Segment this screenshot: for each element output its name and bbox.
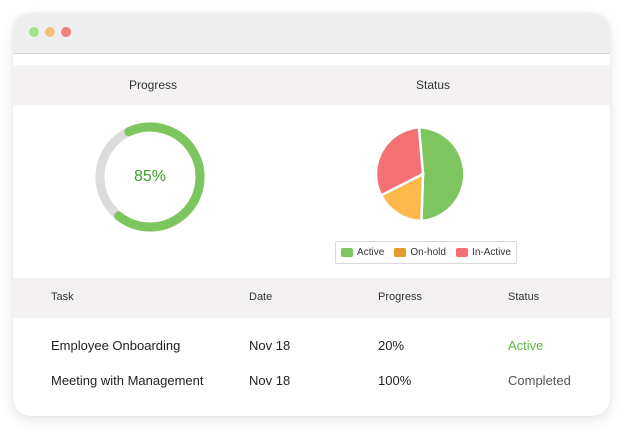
legend-swatch-active [341,248,354,257]
progress-ring-value: 85% [133,168,167,185]
minimize-button[interactable] [45,27,55,37]
maximize-button[interactable] [29,27,39,37]
status-cell: Completed [508,373,571,388]
charts-area: 85% Active On-hold In-Active [13,105,610,278]
legend-item-inactive[interactable]: In-Active [456,247,511,258]
legend-item-onhold[interactable]: On-hold [394,247,446,258]
table-row[interactable]: Employee Onboarding Nov 18 20% Active [13,330,610,360]
app-window: Progress Status 85% Active [13,13,610,416]
progress-ring: 85% [94,121,206,233]
pie-slice-active[interactable] [417,125,466,223]
column-header-date[interactable]: Date [249,291,273,303]
date-cell: Nov 18 [249,373,291,388]
progress-title: Progress [129,78,178,92]
pie-slice-inactive[interactable] [374,125,425,197]
legend-label: In-Active [472,247,511,258]
charts-header: Progress Status [13,65,610,105]
task-cell: Employee Onboarding [51,338,181,353]
status-pie-chart [373,124,473,224]
column-header-status[interactable]: Status [508,291,540,303]
progress-ring-graphic [95,122,205,232]
legend-swatch-inactive [456,248,469,257]
legend-item-active[interactable]: Active [341,247,384,258]
column-header-progress[interactable]: Progress [378,291,423,303]
legend-label: Active [357,247,385,258]
progress-cell: 20% [378,338,405,353]
status-title: Status [416,78,451,92]
pie-legend: Active On-hold In-Active [335,241,517,264]
date-cell: Nov 18 [249,338,291,353]
close-button[interactable] [61,27,71,37]
column-header-task[interactable]: Task [51,291,74,303]
legend-label: On-hold [410,247,446,258]
table-header: Task Date Progress Status [13,278,610,318]
progress-cell: 100% [378,373,412,388]
task-cell: Meeting with Management [51,373,204,388]
title-bar [13,13,610,54]
table-row[interactable]: Meeting with Management Nov 18 100% Comp… [13,365,610,395]
legend-swatch-onhold [394,248,407,257]
status-cell: Active [508,338,544,353]
